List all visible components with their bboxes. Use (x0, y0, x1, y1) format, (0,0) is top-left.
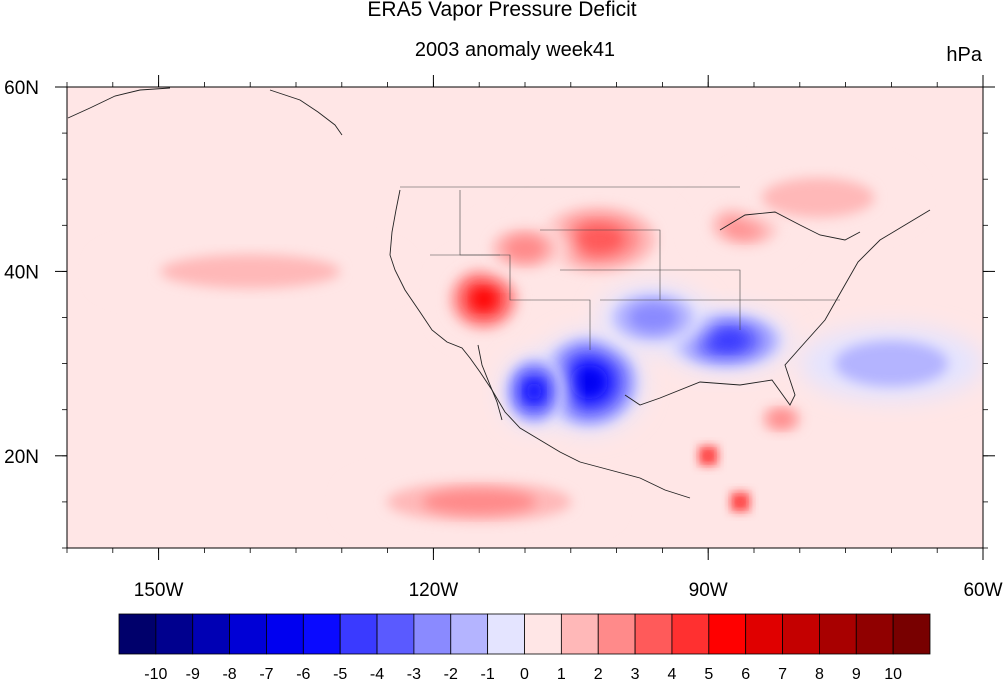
colorbar-label: -3 (407, 666, 421, 681)
great-lakes-outline (719, 211, 861, 241)
colorbar-swatch (266, 613, 304, 655)
anomaly-contour (504, 236, 546, 261)
map-plot-area (67, 87, 983, 548)
anomaly-contour (526, 382, 542, 401)
colorbar-label: 1 (557, 666, 566, 681)
colorbar-swatch (782, 613, 820, 655)
colorbar-swatch (376, 613, 415, 655)
anomaly-region (525, 197, 672, 281)
anomaly-contour (736, 498, 744, 506)
anomaly-region (103, 243, 397, 300)
state-lines-west (459, 190, 591, 350)
anomaly-contour (628, 303, 678, 332)
colorbar-label: -1 (481, 666, 495, 681)
colorbar-label: 10 (884, 666, 902, 681)
anomaly-contour (473, 290, 494, 309)
colorbar-swatch (302, 613, 341, 655)
colorbar-swatch (192, 613, 230, 655)
gulf-atlantic-coast (624, 209, 931, 406)
colorbar-label: -9 (186, 666, 200, 681)
colorbar-label: -6 (296, 666, 310, 681)
chart-title: ERA5 Vapor Pressure Deficit (367, 0, 637, 21)
anomaly-region (534, 331, 645, 433)
anomaly-region (799, 326, 983, 401)
state-lines-central (540, 229, 661, 300)
colorbar-label: -7 (259, 666, 273, 681)
state-borders (400, 186, 840, 350)
anomaly-contour (769, 410, 794, 428)
x-tick-label: 60W (963, 580, 1002, 601)
anomaly-region (350, 474, 608, 530)
colorbar-swatch (745, 613, 783, 655)
colorbar-swatch (597, 613, 636, 655)
y-tick-label: 40N (4, 262, 39, 283)
x-tick-label: 150W (134, 580, 184, 601)
colorbar-swatch (450, 613, 489, 655)
colorbar-swatch (855, 613, 894, 655)
anomaly-contour (577, 371, 601, 393)
alaska-panhandle-coast (269, 89, 343, 136)
coastlines (67, 87, 931, 499)
colorbar-swatch (155, 613, 194, 655)
anomaly-field (103, 165, 983, 530)
mexico-south-coast (579, 461, 691, 499)
chart-subtitle: 2003 anomaly week41 (414, 39, 616, 61)
anomaly-contour (422, 489, 537, 515)
anomaly-region (442, 262, 525, 336)
colorbar-swatch (671, 613, 710, 655)
anomaly-region (479, 220, 571, 277)
colorbar-swatch (819, 613, 857, 655)
anomaly-region (694, 441, 722, 470)
colorbar-swatch (413, 613, 452, 655)
anomaly-contour (572, 224, 624, 254)
colorbar-label: 9 (852, 666, 861, 681)
anomaly-region (754, 400, 809, 438)
colorbar-label: 3 (631, 666, 640, 681)
colorbar-label: -10 (144, 666, 167, 681)
colorbar-swatch (487, 613, 525, 655)
colorbar-swatch (524, 613, 562, 655)
anomaly-contour (761, 177, 875, 218)
state-lines-east (560, 269, 741, 330)
y-tick-label: 60N (4, 78, 39, 99)
anomaly-region (726, 488, 754, 516)
y-tick-label: 20N (4, 447, 39, 468)
axes: 150W 120W 90W 60W 20N 40N 60N (4, 75, 1003, 601)
colorbar-label: 7 (778, 666, 787, 681)
colorbar-label: 0 (520, 666, 529, 681)
pacific-coast (389, 189, 581, 463)
colorbar: -10 -9 -8 -7 -6 -5 -4 -3 -2 -1 0 1 2 3 4 5 6 7 8 9 10 (118, 613, 931, 681)
colorbar-label: 6 (741, 666, 750, 681)
anomaly-contour (704, 452, 712, 460)
colorbar-label: 4 (668, 666, 677, 681)
colorbar-label: 5 (704, 666, 713, 681)
colorbar-swatch (339, 613, 378, 655)
colorbar-label: 2 (594, 666, 603, 681)
anomaly-region (502, 354, 567, 429)
colorbar-label: -2 (444, 666, 458, 681)
x-tick-label: 90W (689, 580, 728, 601)
colorbar-swatch (708, 613, 747, 655)
alaska-coast (67, 87, 171, 119)
colorbar-swatch (229, 613, 267, 655)
anomaly-region (598, 285, 709, 350)
baja-coast (477, 344, 503, 421)
x-tick-label: 120W (409, 580, 459, 601)
colorbar-label: 8 (815, 666, 824, 681)
colorbar-swatch (634, 613, 673, 655)
map-background (67, 87, 983, 548)
colorbar-swatch (892, 613, 931, 655)
units-label: hPa (946, 44, 982, 66)
anomaly-contour (708, 331, 745, 350)
colorbar-label: -5 (333, 666, 347, 681)
colorbar-label: -8 (222, 666, 236, 681)
anomaly-region (726, 165, 910, 230)
anomaly-contour (160, 254, 341, 289)
anomaly-region (662, 308, 791, 373)
colorbar-label: -4 (370, 666, 384, 681)
colorbar-swatch (118, 613, 157, 655)
anomaly-contour (835, 340, 948, 387)
colorbar-swatch (560, 613, 599, 655)
